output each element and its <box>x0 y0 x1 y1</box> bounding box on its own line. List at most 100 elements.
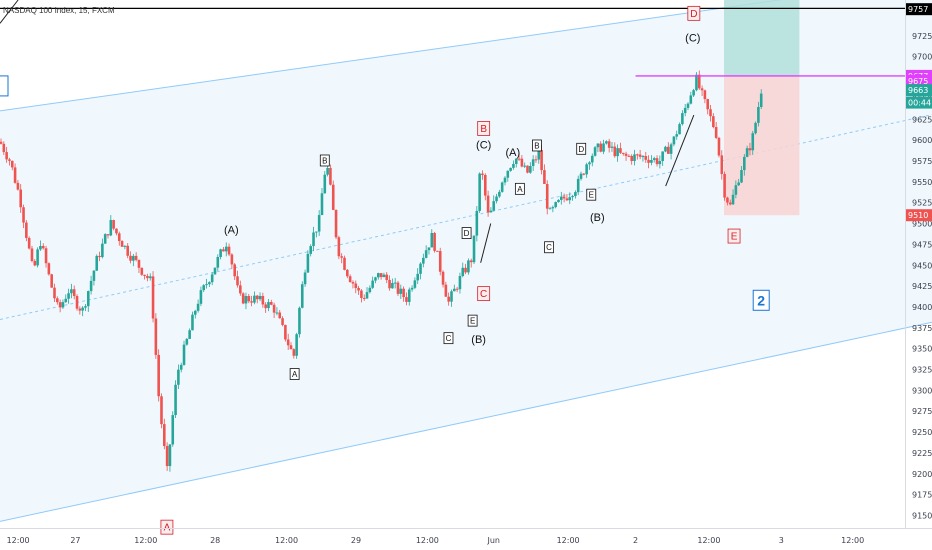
box-label: B <box>532 139 542 152</box>
time-tick-label: 12:00 <box>557 536 580 545</box>
blue-label-frame <box>0 75 9 97</box>
candle-body <box>143 274 146 276</box>
box-label-frame <box>319 154 330 167</box>
price-tag: 9757 <box>906 3 932 16</box>
red-label-frame <box>727 228 741 244</box>
price-tick-label: 9300 <box>912 386 932 395</box>
candle-body <box>334 209 338 238</box>
red-label-text: B <box>480 124 487 135</box>
red-label: E <box>727 228 741 244</box>
candle-body <box>666 146 670 154</box>
candle-body <box>526 165 529 173</box>
candle-body <box>534 159 538 161</box>
channel-upper-line <box>0 0 783 112</box>
candle-body <box>213 267 217 275</box>
box-label-frame <box>544 241 554 254</box>
channel-fill <box>0 0 932 522</box>
candle-body <box>686 103 690 108</box>
candle-body <box>647 159 650 163</box>
price-tag-bg <box>906 209 932 222</box>
time-tick-label: 12:00 <box>7 536 30 545</box>
candle-body <box>160 396 163 425</box>
candle-body <box>636 154 639 156</box>
box-label: D <box>576 142 587 155</box>
candle-body <box>396 282 400 294</box>
candle-body <box>95 255 99 271</box>
candle-body <box>376 273 380 278</box>
candle-body <box>520 158 524 167</box>
candle-body <box>154 318 158 355</box>
candle-body <box>258 295 262 300</box>
candle-body <box>650 159 653 163</box>
candle-body <box>633 154 636 162</box>
candle-body <box>348 276 352 283</box>
candle-body <box>168 444 172 467</box>
candle-body <box>27 237 31 249</box>
candle-body <box>388 279 391 289</box>
candle-body <box>202 285 206 291</box>
time-axis[interactable]: 12:00 27 12:00 28 12:00 29 12:00 Jun 12:00 2 12:00… <box>7 536 865 545</box>
candle-body <box>602 143 605 152</box>
candle-body <box>320 193 324 216</box>
candle-body <box>523 165 526 167</box>
candle-body <box>717 137 721 156</box>
candle-body <box>669 144 673 154</box>
candle-body <box>745 148 749 157</box>
candle-body <box>216 257 220 268</box>
candle-body <box>453 288 456 292</box>
box-label-frame <box>576 142 587 155</box>
candle-body <box>593 147 597 156</box>
box-label: A <box>514 182 525 195</box>
candle-body <box>193 310 197 315</box>
candle-body <box>106 234 110 236</box>
candle-body <box>607 141 611 148</box>
candle-body <box>89 280 93 292</box>
candle-body <box>210 274 214 283</box>
candle-body <box>61 302 65 308</box>
candle-body <box>298 307 301 335</box>
candle-body <box>624 153 628 156</box>
blue-label-text: 2 <box>757 292 765 308</box>
candle-body <box>191 314 194 331</box>
candle-body <box>208 282 211 285</box>
candle-body <box>700 88 704 91</box>
candle-body <box>757 106 760 123</box>
candle-body <box>179 364 183 370</box>
candle-body <box>244 296 248 304</box>
red-label-frame <box>477 286 491 302</box>
candle-body <box>402 288 405 298</box>
candle-body <box>683 107 687 114</box>
candle-body <box>148 276 152 279</box>
red-label-text: E <box>731 232 738 243</box>
candle-body <box>264 304 267 309</box>
candle-body <box>743 156 746 171</box>
candle-body <box>174 384 177 416</box>
candle-body <box>407 289 411 302</box>
candle-body <box>554 202 557 208</box>
candle-body <box>289 345 293 350</box>
candle-body <box>714 127 718 138</box>
candle-body <box>58 302 62 308</box>
price-tick-label: 9375 <box>912 324 932 333</box>
channel-lower-line <box>0 321 932 522</box>
candle-body <box>185 338 189 345</box>
candle-body <box>551 207 555 209</box>
red-label-text: D <box>690 9 697 20</box>
candle-body <box>36 249 39 266</box>
candle-body <box>405 297 408 302</box>
candle-body <box>382 274 386 278</box>
candle-body <box>399 288 403 294</box>
box-label-frame <box>514 182 525 195</box>
candle-body <box>436 250 439 252</box>
candle-body <box>236 276 239 286</box>
candle-body <box>638 154 642 157</box>
price-tick-label: 9425 <box>912 282 932 291</box>
candle-body <box>447 296 450 302</box>
price-tag-text: 9663 <box>908 86 928 95</box>
candle-body <box>278 312 282 319</box>
candle-body <box>126 245 130 256</box>
candle-body <box>317 215 321 232</box>
candle-body <box>652 158 656 160</box>
